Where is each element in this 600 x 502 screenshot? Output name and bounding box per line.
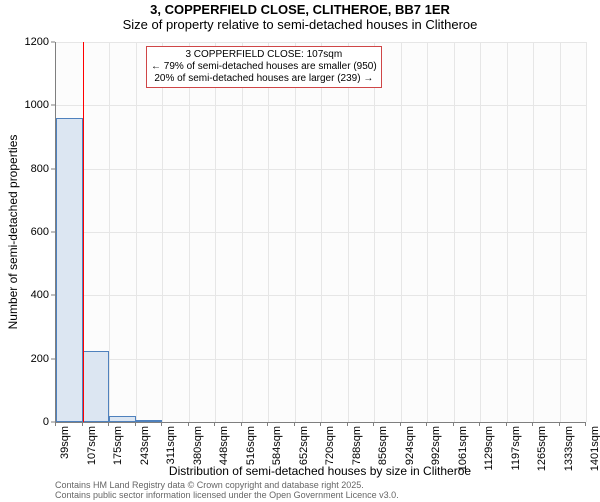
- x-tick-label: 243sqm: [139, 426, 151, 465]
- gridline-v: [109, 42, 110, 422]
- annotation-box: 3 COPPERFIELD CLOSE: 107sqm← 79% of semi…: [146, 46, 382, 88]
- gridline-v: [374, 42, 375, 422]
- x-tick-label: 380sqm: [192, 426, 204, 465]
- gridline-v: [295, 42, 296, 422]
- x-tick-mark: [188, 422, 189, 426]
- gridline-v: [215, 42, 216, 422]
- property-marker-line: [83, 42, 84, 422]
- x-tick-mark: [506, 422, 507, 426]
- x-tick-mark: [532, 422, 533, 426]
- title-line2: Size of property relative to semi-detach…: [0, 17, 600, 32]
- footer-line1: Contains HM Land Registry data © Crown c…: [55, 480, 399, 490]
- y-tick-label: 400: [31, 289, 49, 301]
- x-tick-mark: [161, 422, 162, 426]
- x-tick-label: 175sqm: [112, 426, 124, 465]
- gridline-v: [507, 42, 508, 422]
- histogram-bar: [83, 351, 110, 422]
- x-tick-mark: [585, 422, 586, 426]
- x-tick-label: 652sqm: [298, 426, 310, 465]
- x-tick-mark: [400, 422, 401, 426]
- x-tick-label: 584sqm: [271, 426, 283, 465]
- gridline-v: [454, 42, 455, 422]
- footer-line2: Contains public sector information licen…: [55, 490, 399, 500]
- x-tick-mark: [294, 422, 295, 426]
- x-tick-mark: [55, 422, 56, 426]
- gridline-v: [321, 42, 322, 422]
- y-tick-label: 800: [31, 163, 49, 175]
- annotation-line: ← 79% of semi-detached houses are smalle…: [151, 61, 377, 73]
- x-tick-mark: [479, 422, 480, 426]
- x-tick-mark: [453, 422, 454, 426]
- x-tick-label: 856sqm: [377, 426, 389, 465]
- x-tick-mark: [267, 422, 268, 426]
- y-tick-label: 1200: [25, 36, 49, 48]
- x-tick-mark: [214, 422, 215, 426]
- x-tick-label: 39sqm: [59, 426, 71, 459]
- x-tick-mark: [320, 422, 321, 426]
- gridline-v: [189, 42, 190, 422]
- gridline-v: [586, 42, 587, 422]
- x-tick-mark: [82, 422, 83, 426]
- x-tick-mark: [559, 422, 560, 426]
- gridline-v: [560, 42, 561, 422]
- gridline-v: [401, 42, 402, 422]
- gridline-v: [162, 42, 163, 422]
- gridline-v: [268, 42, 269, 422]
- x-tick-mark: [108, 422, 109, 426]
- x-tick-label: 924sqm: [404, 426, 416, 465]
- x-tick-mark: [373, 422, 374, 426]
- gridline-v: [242, 42, 243, 422]
- x-tick-label: 1401sqm: [589, 426, 600, 471]
- y-tick-label: 600: [31, 226, 49, 238]
- footer-attribution: Contains HM Land Registry data © Crown c…: [55, 480, 399, 500]
- x-tick-mark: [426, 422, 427, 426]
- x-tick-label: 107sqm: [86, 426, 98, 465]
- annotation-line: 3 COPPERFIELD CLOSE: 107sqm: [151, 49, 377, 61]
- x-tick-label: 992sqm: [430, 426, 442, 465]
- x-tick-mark: [347, 422, 348, 426]
- y-axis: 020040060080010001200: [0, 42, 55, 422]
- gridline-v: [480, 42, 481, 422]
- y-tick-label: 1000: [25, 99, 49, 111]
- gridline-v: [348, 42, 349, 422]
- x-tick-label: 448sqm: [218, 426, 230, 465]
- x-tick-label: 720sqm: [324, 426, 336, 465]
- gridline-v: [533, 42, 534, 422]
- title-line1: 3, COPPERFIELD CLOSE, CLITHEROE, BB7 1ER: [0, 2, 600, 17]
- x-axis-label: Distribution of semi-detached houses by …: [55, 464, 585, 478]
- chart-plot-area: 3 COPPERFIELD CLOSE: 107sqm← 79% of semi…: [55, 42, 586, 423]
- x-tick-label: 311sqm: [165, 426, 177, 464]
- histogram-bar: [56, 118, 83, 422]
- x-tick-mark: [135, 422, 136, 426]
- x-tick-label: 788sqm: [351, 426, 363, 465]
- gridline-v: [427, 42, 428, 422]
- x-tick-mark: [241, 422, 242, 426]
- y-tick-label: 200: [31, 353, 49, 365]
- y-tick-label: 0: [43, 416, 49, 428]
- gridline-v: [136, 42, 137, 422]
- annotation-line: 20% of semi-detached houses are larger (…: [151, 73, 377, 85]
- x-tick-label: 516sqm: [245, 426, 257, 465]
